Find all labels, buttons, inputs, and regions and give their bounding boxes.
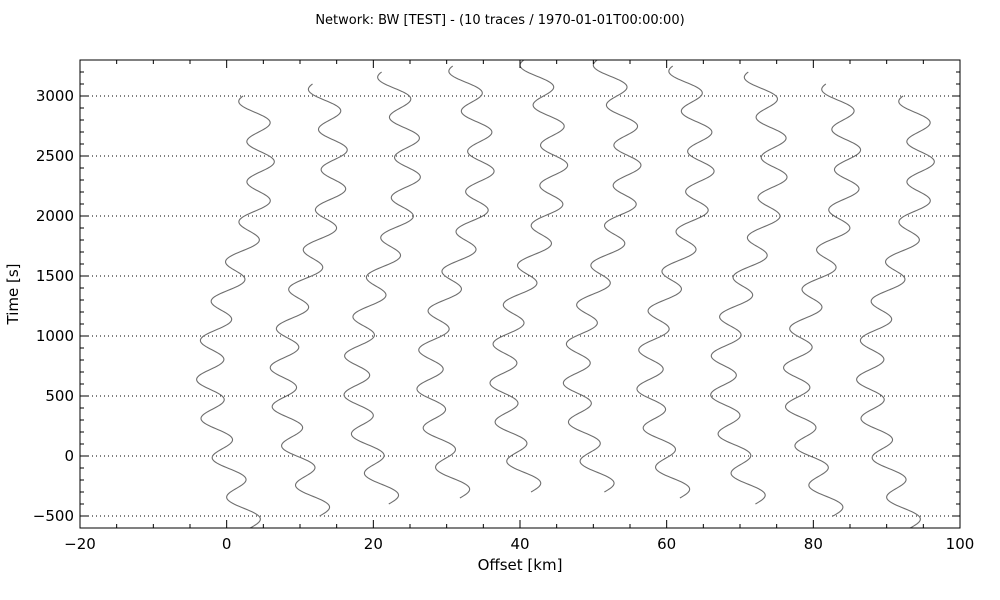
- trace-line-1: [196, 95, 275, 529]
- x-tick-label: 40: [510, 535, 529, 553]
- x-tick-label: 20: [364, 535, 383, 553]
- trace-line-7: [636, 65, 715, 499]
- y-axis-label: Time [s]: [4, 264, 22, 326]
- chart-title: Network: BW [TEST] - (10 traces / 1970-0…: [315, 13, 684, 28]
- x-tick-label: −20: [64, 535, 96, 553]
- y-tick-label: 3000: [36, 87, 74, 105]
- y-tick-label: 500: [45, 387, 74, 405]
- trace-line-4: [416, 65, 495, 499]
- trace-line-9: [783, 83, 862, 517]
- grid-lines: [80, 95, 960, 517]
- y-tick-label: 2000: [36, 207, 74, 225]
- trace-line-5: [489, 59, 569, 493]
- y-tick-label: 0: [64, 447, 74, 465]
- y-tick-label: −500: [33, 507, 74, 525]
- trace-line-6: [562, 59, 642, 493]
- trace-line-2: [269, 83, 348, 517]
- axis-ticks: −500 0 500 1000 1500 2000 2500 3000 −20 0 20 40 60 80…: [33, 59, 975, 553]
- trace-line-3: [343, 71, 421, 505]
- y-tick-label: 1000: [36, 327, 74, 345]
- trace-line-8: [710, 71, 788, 505]
- x-tick-label: 100: [946, 535, 975, 553]
- x-axis-label: Offset [km]: [478, 556, 563, 574]
- y-tick-label: 2500: [36, 147, 74, 165]
- traces: [196, 59, 935, 529]
- y-tick-label: 1500: [36, 267, 74, 285]
- x-tick-label: 80: [804, 535, 823, 553]
- x-tick-label: 60: [657, 535, 676, 553]
- x-tick-label: 0: [222, 535, 232, 553]
- trace-line-10: [856, 95, 935, 529]
